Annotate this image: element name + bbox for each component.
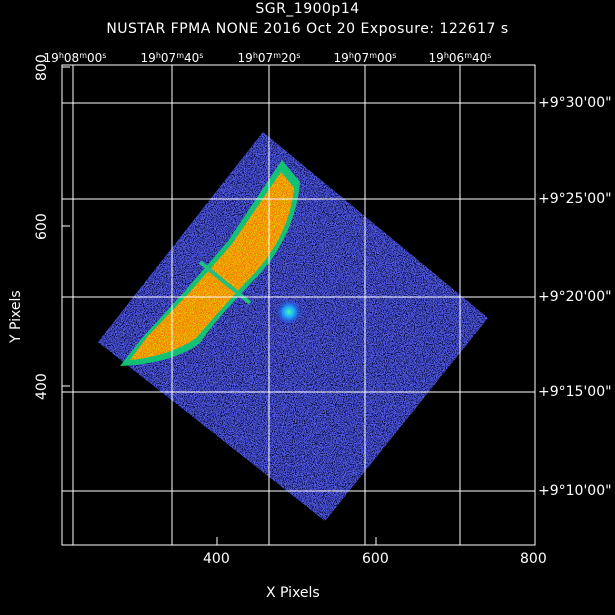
ra-label-3: 19h07m00s [334,51,397,65]
dec-label-2: +9°20'00" [538,289,612,305]
ra-labels: 19h08m00s 19h07m40s 19h07m20s 19h07m00s 19h0… [44,51,492,65]
dec-label-0: +9°30'00" [538,95,612,111]
dec-label-1: +9°25'00" [538,191,612,207]
x-tick-600: 600 [362,551,389,567]
point-source[interactable] [275,298,303,326]
detector-field [98,132,488,521]
observation-info: NUSTAR FPMA NONE 2016 Oct 20 Exposure: 1… [106,21,509,37]
ra-label-0: 19h08m00s [44,51,107,65]
dec-label-4: +9°10'00" [538,483,612,499]
wcs-grid [62,65,535,545]
ra-label-2: 19h07m20s [238,51,301,65]
y-axis-label: Y Pixels [8,290,24,343]
y-tick-800: 800 [34,54,50,81]
image-title: SGR_1900p14 [255,1,360,17]
stray-light-arc [120,160,300,366]
x-tick-400: 400 [203,551,230,567]
y-tick-400: 400 [34,373,50,400]
y-tick-600: 600 [34,213,50,240]
x-axis-label: X Pixels [266,585,320,601]
ra-label-4: 19h06m40s [429,51,492,65]
plot-frame [61,64,536,546]
ra-label-1: 19h07m40s [141,51,204,65]
x-tick-800: 800 [520,551,547,567]
pixel-axis-ticks [62,66,536,545]
dec-label-3: +9°15'00" [538,384,612,400]
